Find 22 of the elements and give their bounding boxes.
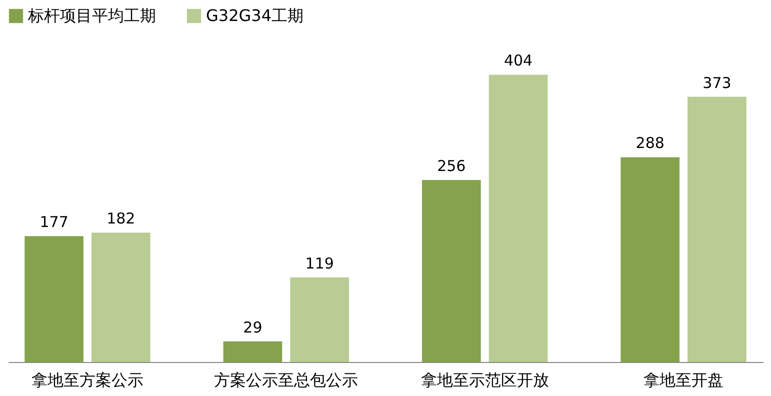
data-label: 29 [243,318,262,336]
data-label: 288 [636,134,664,152]
x-tick-label: 方案公示至总包公示 [214,370,358,390]
bar [620,157,680,362]
x-tick-label: 拿地至开盘 [644,370,724,390]
data-label: 256 [437,156,466,175]
legend-label: 标杆项目平均工期 [27,6,156,25]
bar [290,277,350,362]
bar [488,74,548,362]
x-tick-label: 拿地至示范区开放 [420,370,549,390]
data-label: 373 [702,74,732,92]
bar [688,96,746,362]
x-tick-label: 拿地至方案公示 [31,370,144,390]
data-label: 182 [106,210,136,228]
data-label: 404 [504,52,533,70]
data-label: 177 [40,213,68,232]
bar [422,180,481,362]
bar [223,341,282,362]
data-label: 119 [305,254,334,272]
legend-label: G32G34工期 [206,6,304,25]
bar [91,232,150,362]
bar [24,236,84,362]
